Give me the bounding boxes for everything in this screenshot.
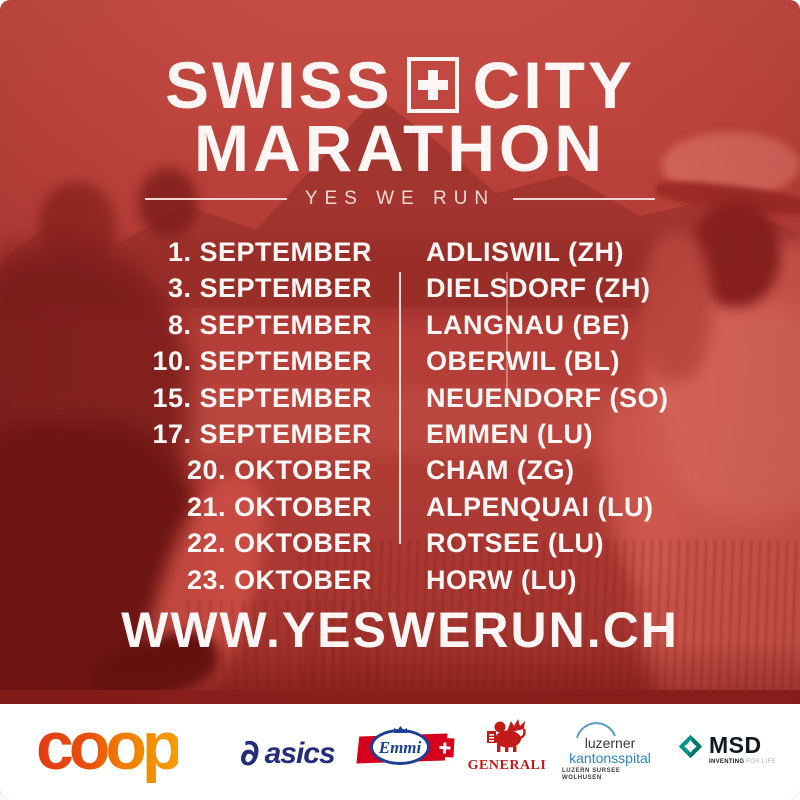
event-row: 1. SEPTEMBER ADLISWIL (ZH) [0, 234, 800, 270]
event-location: HORW (LU) [426, 564, 577, 595]
msd-wordmark: MSD [709, 732, 762, 758]
emmi-crown-icon [394, 726, 407, 733]
luks-line3: LUZERN SURSEE WOLHUSEN [562, 768, 621, 781]
event-date: 21. OKTOBER [186, 491, 372, 522]
luks-arc-icon [576, 722, 616, 738]
asics-stripe-icon: ∂ [240, 733, 260, 774]
title-line1: SWISS CITY [0, 50, 800, 120]
asics-logo: ∂ asics [240, 733, 336, 774]
title-city: CITY [472, 48, 636, 122]
swiss-flag-icon [434, 737, 455, 758]
generali-lion-icon [487, 719, 526, 752]
tagline: YES WE RUN [0, 188, 800, 210]
event-row: 22. OKTOBER ROTSEE (LU) [0, 525, 800, 561]
event-date: 17. SEPTEMBER [152, 419, 372, 450]
title-line2: MARATHON [193, 111, 607, 185]
tagline-rule-left [144, 198, 287, 200]
msd-tagline-bold: INVENTING [709, 759, 745, 765]
event-location: NEUENDORF (SO) [426, 382, 669, 413]
event-row: 17. SEPTEMBER EMMEN (LU) [0, 416, 800, 452]
boat-mast [506, 272, 508, 392]
generali-wordmark: GENERALI [467, 758, 547, 773]
event-location: CHAM (ZG) [426, 455, 575, 486]
event-row: 10. SEPTEMBER OBERWIL (BL) [0, 343, 800, 379]
coop-wordmark: coop [36, 708, 183, 784]
tagline-rule-right [513, 198, 656, 200]
emmi-wordmark: Emmi [378, 737, 422, 757]
event-row: 15. SEPTEMBER NEUENDORF (SO) [0, 380, 800, 416]
luks-line2: kantonsspital [569, 749, 651, 766]
swiss-cross-icon [406, 57, 459, 113]
msd-logo: MSD INVENTING FOR LIFE [678, 734, 776, 765]
event-date: 1. SEPTEMBER [167, 237, 372, 267]
event-date: 20. OKTOBER [186, 455, 372, 486]
event-location: LANGNAU (BE) [426, 309, 630, 340]
event-row: 21. OKTOBER ALPENQUAI (LU) [0, 489, 800, 525]
event-schedule: 1. SEPTEMBER ADLISWIL (ZH) 3. SEPTEMBER … [0, 234, 800, 598]
column-divider [399, 272, 401, 544]
event-date: 8. SEPTEMBER [167, 309, 372, 340]
event-date: 3. SEPTEMBER [167, 273, 372, 304]
emmi-logo: Emmi [356, 726, 455, 772]
coop-logo: coop [36, 712, 183, 780]
bottom-dark-strip [0, 690, 800, 708]
event-date: 22. OKTOBER [186, 528, 372, 559]
event-location: ALPENQUAI (LU) [426, 491, 654, 522]
event-location: ADLISWIL (ZH) [426, 237, 624, 267]
sponsor-bar: coop ∂ asics Emmi [0, 704, 800, 800]
msd-pinwheel-icon [678, 734, 703, 759]
event-location: EMMEN (LU) [426, 419, 593, 450]
asics-wordmark: asics [264, 737, 336, 770]
runner-right-hair [642, 232, 712, 382]
event-date: 23. OKTOBER [186, 564, 372, 595]
event-row: 8. SEPTEMBER LANGNAU (BE) [0, 307, 800, 343]
event-date: 10. SEPTEMBER [152, 346, 372, 377]
luzerner-kantonsspital-logo: luzerner kantonsspital LUZERN SURSEE WOL… [562, 720, 658, 781]
event-row: 23. OKTOBER HORW (LU) [0, 562, 800, 598]
generali-logo: GENERALI [464, 716, 550, 774]
website-url: WWW.YESWERUN.CH [121, 602, 679, 658]
event-row: 3. SEPTEMBER DIELSDORF (ZH) [0, 270, 800, 306]
tagline-text: YES WE RUN [304, 188, 496, 209]
event-row: 20. OKTOBER CHAM (ZG) [0, 452, 800, 488]
event-location: DIELSDORF (ZH) [426, 273, 651, 304]
event-location: OBERWIL (BL) [426, 346, 620, 377]
emmi-oval: Emmi [370, 729, 430, 765]
runner-head-left-2 [138, 168, 198, 238]
title-swiss: SWISS [164, 48, 393, 122]
event-date: 15. SEPTEMBER [152, 382, 372, 413]
luks-line1: luzerner [584, 735, 636, 751]
msd-tagline-light: FOR LIFE [744, 759, 776, 765]
event-location: ROTSEE (LU) [426, 528, 604, 559]
msd-tagline: INVENTING FOR LIFE [709, 759, 776, 765]
